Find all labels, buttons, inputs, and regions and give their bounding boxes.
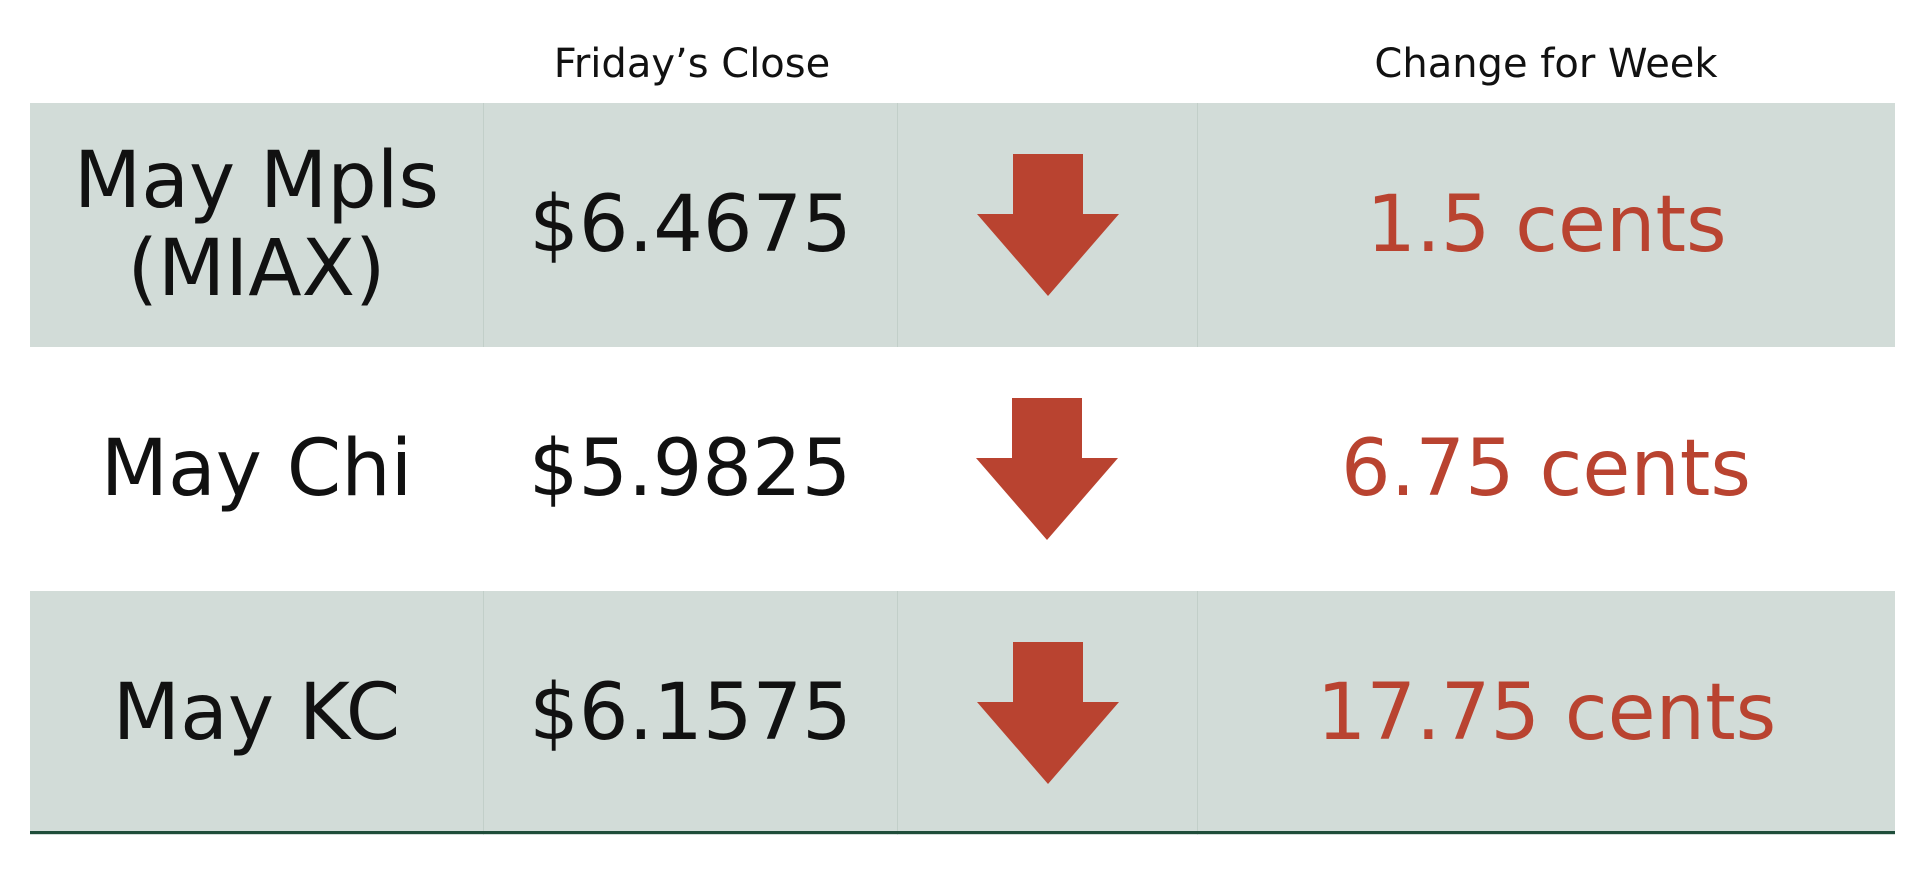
table-header: Friday’s Close Change for Week (30, 0, 1895, 103)
down-arrow-icon (976, 398, 1118, 540)
header-change-for-week: Change for Week (1374, 41, 1718, 87)
weekly-change-value: 17.75 cents (1197, 591, 1895, 835)
down-arrow-icon (976, 154, 1119, 296)
fridays-close-value: $6.4675 (483, 103, 897, 347)
down-arrow-icon (976, 642, 1119, 784)
contract-name-cell: May Mpls (MIAX) (30, 103, 483, 347)
fridays-close-value: $5.9825 (528, 424, 852, 514)
table-row-may-chi: May Chi $5.9825 6.75 cents (30, 347, 1895, 591)
fridays-close-value: $6.1575 (483, 591, 897, 835)
direction-cell (897, 591, 1197, 835)
contract-name: May Chi (100, 424, 413, 514)
direction-cell (897, 103, 1197, 347)
contract-name-cell: May Chi (30, 347, 483, 591)
contract-name-cell: May KC (30, 591, 483, 835)
weekly-change-value: 1.5 cents (1197, 103, 1895, 347)
table-row-may-mpls: May Mpls (MIAX) $6.4675 1.5 cents (30, 103, 1895, 347)
weekly-change-value: 6.75 cents (1341, 424, 1751, 514)
contract-name: May Mpls (73, 136, 440, 226)
contract-name: May KC (112, 668, 401, 758)
table-bottom-rule (30, 831, 1895, 834)
header-fridays-close: Friday’s Close (553, 41, 831, 87)
table-row-may-kc: May KC $6.1575 17.75 cents (30, 591, 1895, 835)
direction-cell (897, 347, 1197, 591)
price-table: Friday’s Close Change for Week May Mpls … (30, 0, 1895, 835)
exchange-label: (MIAX) (127, 224, 386, 314)
